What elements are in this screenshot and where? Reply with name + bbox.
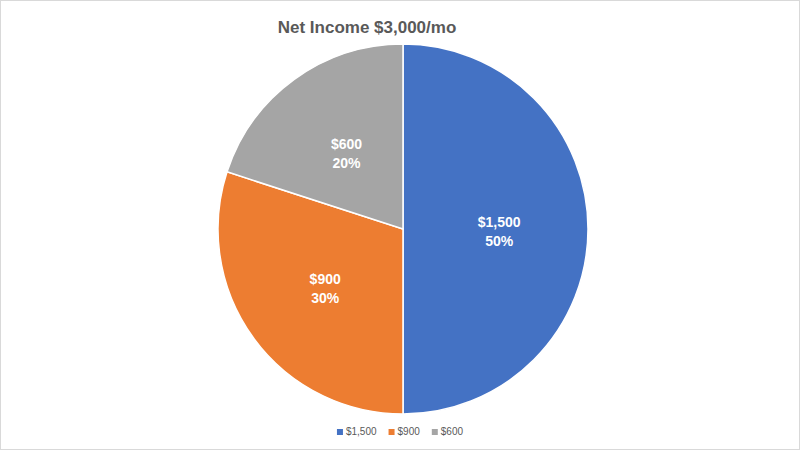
legend-label: $900 <box>398 426 421 437</box>
legend: $1,500 $900 $600 <box>337 426 464 437</box>
data-label: $600 20% <box>331 136 362 171</box>
legend-item: $900 <box>389 426 421 437</box>
pie-slice <box>403 44 588 414</box>
data-label-category: $1,500 <box>478 214 521 230</box>
legend-label: $1,500 <box>346 426 377 437</box>
data-label: $900 30% <box>310 271 341 306</box>
pie-slice <box>227 44 403 229</box>
data-labels: $1,500 50% $900 30% $600 20% <box>310 136 521 305</box>
data-label-category: $900 <box>310 271 341 287</box>
chart-frame <box>1 1 800 450</box>
legend-item: $1,500 <box>337 426 377 437</box>
legend-swatch <box>389 429 395 435</box>
legend-swatch <box>432 429 438 435</box>
data-label-value: 30% <box>311 290 340 306</box>
pie-slices <box>218 44 588 414</box>
legend-label: $600 <box>441 426 464 437</box>
data-label-value: 50% <box>485 233 514 249</box>
data-label-category: $600 <box>331 136 362 152</box>
chart: Net Income $3,000/mo $1,500 50% $900 30% $600… <box>0 0 800 450</box>
chart-title: Net Income $3,000/mo <box>278 18 457 37</box>
legend-item: $600 <box>432 426 464 437</box>
data-label-value: 20% <box>332 155 361 171</box>
data-label: $1,500 50% <box>478 214 521 249</box>
legend-swatch <box>337 429 343 435</box>
